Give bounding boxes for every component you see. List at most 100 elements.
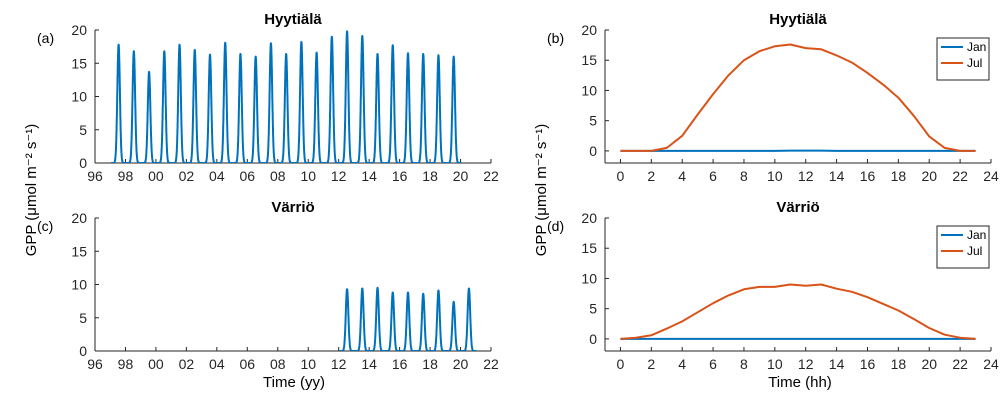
x-tick-label: 12 <box>798 168 814 184</box>
x-tick-label: 8 <box>740 356 748 372</box>
x-tick-label: 14 <box>829 356 845 372</box>
y-tick-label: 10 <box>71 89 87 105</box>
x-tick-label: 00 <box>148 356 164 372</box>
x-tick-label: 6 <box>709 356 717 372</box>
x-tick-label: 6 <box>709 168 717 184</box>
x-tick-label: 16 <box>392 168 408 184</box>
y-tick-label: 15 <box>581 52 597 68</box>
x-tick-label: 10 <box>300 168 316 184</box>
x-tick-label: 96 <box>87 356 103 372</box>
x-tick-label: 4 <box>678 356 686 372</box>
x-tick-label: 2 <box>647 168 655 184</box>
x-tick-label: 10 <box>300 356 316 372</box>
y-tick-label: 15 <box>581 240 597 256</box>
panel-title: Hyytiälä <box>769 11 827 28</box>
y-tick-label: 0 <box>589 331 597 347</box>
x-tick-label: 14 <box>829 168 845 184</box>
x-tick-label: 8 <box>740 168 748 184</box>
y-tick-label: 20 <box>581 22 597 38</box>
panel-title: Hyytiälä <box>264 11 322 28</box>
x-tick-label: 06 <box>240 168 256 184</box>
series-line-0 <box>338 286 478 351</box>
panel-title: Värriö <box>271 199 314 216</box>
series-line-0 <box>110 30 463 163</box>
x-tick-label: 14 <box>361 168 377 184</box>
x-tick-label: 22 <box>952 168 968 184</box>
x-tick-label: 20 <box>453 168 469 184</box>
legend-label: Jul <box>967 56 982 70</box>
legend: Jan Jul <box>936 37 990 81</box>
panel-letter: (a) <box>37 30 54 46</box>
panel-letter: (b) <box>547 30 564 46</box>
x-tick-label: 12 <box>331 356 347 372</box>
x-tick-label: 20 <box>921 168 937 184</box>
legend-label: Jul <box>967 244 982 258</box>
x-tick-label: 12 <box>798 356 814 372</box>
x-tick-label: 06 <box>240 356 256 372</box>
x-tick-label: 10 <box>767 356 783 372</box>
y-tick-label: 5 <box>589 113 597 129</box>
series-line-1 <box>620 43 976 152</box>
y-tick-label: 20 <box>71 210 87 226</box>
x-tick-label: 18 <box>422 168 438 184</box>
x-tick-label: 20 <box>921 356 937 372</box>
y-tick-label: 10 <box>581 82 597 98</box>
xlabel-left: Time (yy) <box>263 374 325 391</box>
xlabel-right: Time (hh) <box>768 374 832 391</box>
x-tick-label: 98 <box>118 356 134 372</box>
y-tick-label: 10 <box>581 270 597 286</box>
series-line-1 <box>620 283 976 340</box>
x-tick-label: 2 <box>647 356 655 372</box>
x-tick-label: 14 <box>361 356 377 372</box>
plot-area <box>338 286 478 351</box>
x-tick-label: 02 <box>179 168 195 184</box>
panel-letter: (c) <box>37 218 53 234</box>
x-tick-label: 20 <box>453 356 469 372</box>
y-tick-label: 15 <box>71 243 87 259</box>
x-tick-label: 12 <box>331 168 347 184</box>
plot-area <box>110 30 463 163</box>
legend-box <box>936 225 990 269</box>
x-tick-label: 04 <box>209 356 225 372</box>
ylabel-right: GPP (μmol m⁻² s⁻¹) <box>533 124 550 257</box>
x-tick-label: 08 <box>270 356 286 372</box>
legend-box <box>936 37 990 81</box>
panel-c: (c) Värriö 0 5 10 15 20 96 98 00 02 04 06 08 10 12 14 16 1… <box>37 199 499 372</box>
y-tick-label: 20 <box>71 22 87 38</box>
x-tick-label: 16 <box>860 168 876 184</box>
x-tick-label: 00 <box>148 168 164 184</box>
x-tick-label: 18 <box>891 168 907 184</box>
y-tick-label: 10 <box>71 277 87 293</box>
legend-label: Jan <box>967 40 986 54</box>
y-tick-label: 0 <box>589 143 597 159</box>
y-tick-label: 0 <box>79 155 87 171</box>
x-tick-label: 22 <box>483 356 499 372</box>
panel-title: Värriö <box>776 199 819 216</box>
x-tick-label: 18 <box>891 356 907 372</box>
x-tick-label: 22 <box>952 356 968 372</box>
y-tick-label: 0 <box>79 343 87 359</box>
x-tick-label: 4 <box>678 168 686 184</box>
y-tick-label: 15 <box>71 55 87 71</box>
x-tick-label: 02 <box>179 356 195 372</box>
x-tick-label: 24 <box>983 356 999 372</box>
x-tick-label: 18 <box>422 356 438 372</box>
y-tick-label: 5 <box>79 310 87 326</box>
x-tick-label: 0 <box>617 168 625 184</box>
x-tick-label: 96 <box>87 168 103 184</box>
x-tick-label: 16 <box>392 356 408 372</box>
x-tick-label: 10 <box>767 168 783 184</box>
x-tick-label: 16 <box>860 356 876 372</box>
y-tick-label: 5 <box>79 122 87 138</box>
legend-label: Jan <box>967 228 986 242</box>
x-tick-label: 08 <box>270 168 286 184</box>
x-tick-label: 0 <box>617 356 625 372</box>
panel-letter: (d) <box>547 218 564 234</box>
panel-a: (a) Hyytiälä 0 5 10 15 20 96 98 00 02 04 06 08 10 12 14 1… <box>37 11 499 184</box>
ylabel-left: GPP (μmol m⁻² s⁻¹) <box>23 124 40 257</box>
x-tick-label: 24 <box>983 168 999 184</box>
x-tick-label: 98 <box>118 168 134 184</box>
x-tick-label: 22 <box>483 168 499 184</box>
